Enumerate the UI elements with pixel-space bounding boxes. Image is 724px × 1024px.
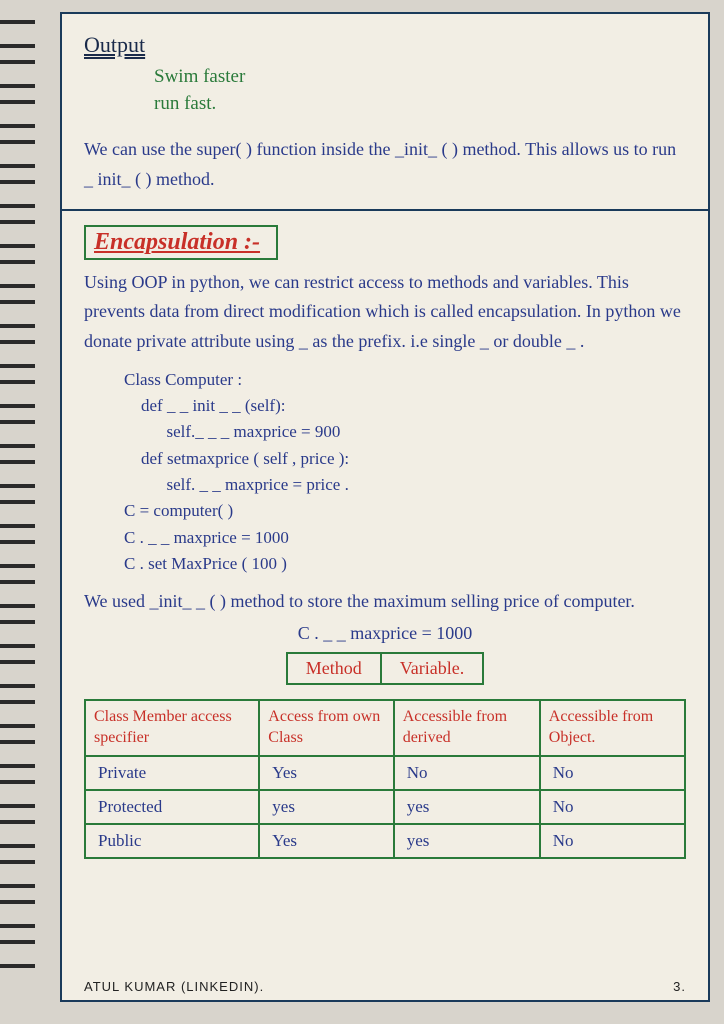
mini-variable: Variable. (381, 653, 483, 684)
mini-method: Method (287, 653, 381, 684)
encap-note2: We used _init_ _ ( ) method to store the… (84, 587, 686, 617)
encap-code2: C . _ _ maxprice = 1000 (84, 623, 686, 644)
encapsulation-heading: Encapsulation :- (84, 225, 278, 260)
output-line2: run fast. (154, 91, 686, 118)
access-specifier-table: Class Member access specifier Access fro… (84, 699, 686, 859)
table-row: Private Yes No No (85, 756, 685, 790)
divider (62, 209, 708, 211)
notebook-page: Output Swim faster run fast. We can use … (60, 12, 710, 1002)
page-footer: ATUL KUMAR (LINKEDIN). 3. (84, 979, 686, 994)
th-derived: Accessible from derived (394, 700, 540, 756)
output-line1: Swim faster (154, 64, 686, 91)
footer-author: ATUL KUMAR (LINKEDIN). (84, 979, 264, 994)
spiral-binding (0, 0, 55, 1024)
super-note: We can use the super( ) function inside … (84, 135, 686, 194)
footer-page: 3. (673, 979, 686, 994)
th-own: Access from own Class (259, 700, 393, 756)
th-object: Accessible from Object. (540, 700, 685, 756)
th-specifier: Class Member access specifier (85, 700, 259, 756)
table-row: Protected yes yes No (85, 790, 685, 824)
table-row: Public Yes yes No (85, 824, 685, 858)
encap-code: Class Computer : def _ _ init _ _ (self)… (124, 367, 686, 578)
output-heading: Output (84, 32, 686, 58)
method-variable-table: Method Variable. (286, 652, 484, 685)
table-header-row: Class Member access specifier Access fro… (85, 700, 685, 756)
encap-paragraph: Using OOP in python, we can restrict acc… (84, 268, 686, 357)
